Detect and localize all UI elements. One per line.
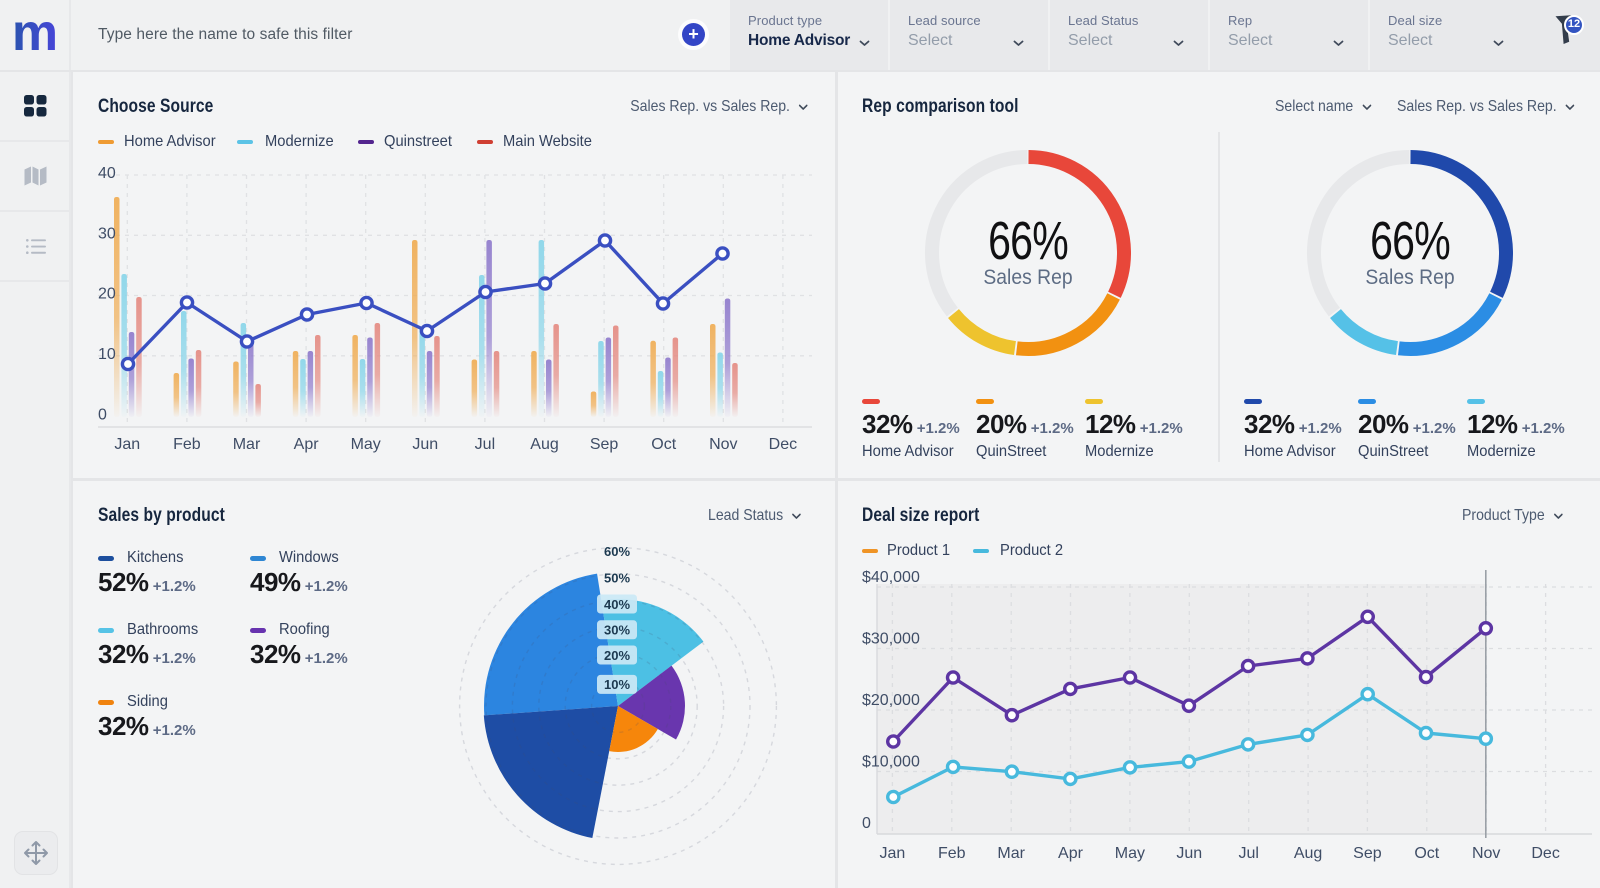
svg-text:Jun: Jun bbox=[412, 436, 438, 453]
svg-text:Jun: Jun bbox=[1176, 845, 1202, 862]
svg-text:Jan: Jan bbox=[880, 845, 906, 862]
svg-text:Feb: Feb bbox=[173, 436, 201, 453]
svg-text:10: 10 bbox=[98, 346, 116, 363]
svg-text:60%: 60% bbox=[604, 544, 630, 559]
svg-text:0: 0 bbox=[862, 815, 871, 832]
svg-text:30%: 30% bbox=[604, 623, 630, 638]
svg-text:Aug: Aug bbox=[530, 436, 558, 453]
svg-text:Mar: Mar bbox=[997, 845, 1025, 862]
svg-text:Oct: Oct bbox=[651, 436, 676, 453]
svg-text:30: 30 bbox=[98, 225, 116, 242]
svg-text:Aug: Aug bbox=[1294, 845, 1322, 862]
svg-text:Apr: Apr bbox=[1058, 845, 1084, 862]
svg-text:Apr: Apr bbox=[294, 436, 320, 453]
svg-text:Sep: Sep bbox=[1353, 845, 1382, 862]
svg-text:Nov: Nov bbox=[709, 436, 737, 453]
svg-text:50%: 50% bbox=[604, 571, 630, 586]
svg-text:Dec: Dec bbox=[769, 436, 797, 453]
svg-text:$10,000: $10,000 bbox=[862, 754, 920, 771]
svg-text:May: May bbox=[351, 436, 381, 453]
svg-text:10%: 10% bbox=[604, 677, 630, 692]
svg-text:Dec: Dec bbox=[1531, 845, 1559, 862]
svg-text:40: 40 bbox=[98, 165, 116, 182]
svg-text:Oct: Oct bbox=[1414, 845, 1439, 862]
svg-text:Mar: Mar bbox=[233, 436, 261, 453]
svg-text:Feb: Feb bbox=[938, 845, 966, 862]
svg-text:Jul: Jul bbox=[475, 436, 495, 453]
svg-text:$20,000: $20,000 bbox=[862, 692, 920, 709]
svg-text:Sep: Sep bbox=[590, 436, 619, 453]
svg-text:Jan: Jan bbox=[114, 436, 140, 453]
svg-text:40%: 40% bbox=[604, 597, 630, 612]
svg-text:0: 0 bbox=[98, 407, 107, 424]
svg-text:20%: 20% bbox=[604, 648, 630, 663]
svg-text:Nov: Nov bbox=[1472, 845, 1500, 862]
svg-text:$30,000: $30,000 bbox=[862, 631, 920, 648]
svg-text:20: 20 bbox=[98, 286, 116, 303]
svg-text:Jul: Jul bbox=[1238, 845, 1258, 862]
svg-text:$40,000: $40,000 bbox=[862, 569, 920, 586]
svg-text:May: May bbox=[1115, 845, 1145, 862]
